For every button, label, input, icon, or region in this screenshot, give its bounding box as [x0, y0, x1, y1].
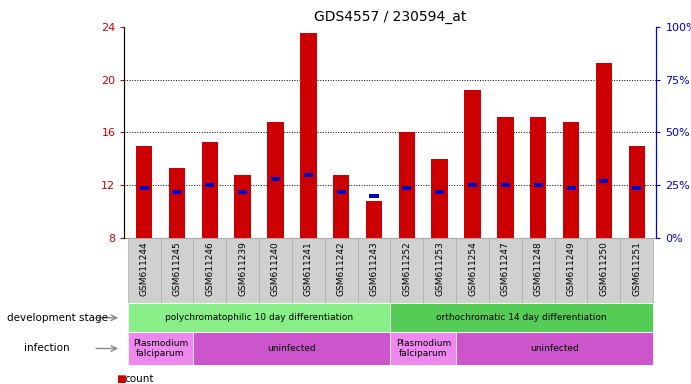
Bar [431, 159, 448, 238]
Bar [587, 238, 621, 303]
Bar [563, 122, 579, 238]
Text: GSM611240: GSM611240 [271, 242, 280, 296]
Bar [160, 238, 193, 303]
Text: development stage: development stage [7, 313, 108, 323]
Title: GDS4557 / 230594_at: GDS4557 / 230594_at [314, 10, 466, 25]
Bar [234, 175, 251, 238]
Bar [555, 238, 587, 303]
Bar [202, 142, 218, 238]
Bar [226, 238, 259, 303]
Bar [464, 90, 481, 238]
Bar [456, 238, 489, 303]
Bar [259, 238, 292, 303]
Bar [169, 168, 185, 238]
Bar [530, 117, 547, 238]
Bar [304, 173, 313, 177]
Bar [390, 238, 424, 303]
Text: GSM611253: GSM611253 [435, 242, 444, 296]
Bar [399, 132, 415, 238]
Text: GSM611249: GSM611249 [567, 242, 576, 296]
Bar [325, 238, 357, 303]
Bar [292, 238, 325, 303]
Text: count: count [124, 374, 154, 384]
Bar [128, 332, 193, 365]
Bar [337, 190, 346, 194]
Bar [271, 177, 280, 181]
Bar [468, 183, 477, 187]
Text: GSM611241: GSM611241 [304, 242, 313, 296]
Bar [596, 63, 612, 238]
Bar [567, 186, 576, 190]
Bar [522, 238, 555, 303]
Bar [140, 186, 149, 190]
Bar [497, 117, 513, 238]
Text: GSM611254: GSM611254 [468, 242, 477, 296]
Bar [621, 238, 653, 303]
Text: Plasmodium
falciparum: Plasmodium falciparum [133, 339, 188, 358]
Bar [501, 183, 510, 187]
Bar [193, 238, 226, 303]
Bar [267, 122, 284, 238]
Text: GSM611252: GSM611252 [402, 242, 411, 296]
Bar [205, 183, 214, 187]
Bar [173, 190, 182, 194]
Bar [424, 238, 456, 303]
Text: infection: infection [24, 343, 70, 354]
Text: Plasmodium
falciparum: Plasmodium falciparum [396, 339, 451, 358]
Bar [632, 186, 641, 190]
Bar [300, 33, 316, 238]
Text: polychromatophilic 10 day differentiation: polychromatophilic 10 day differentiatio… [165, 313, 353, 322]
Text: uninfected: uninfected [267, 344, 316, 353]
Text: GSM611242: GSM611242 [337, 242, 346, 296]
Bar [629, 146, 645, 238]
Bar [333, 175, 350, 238]
Bar [489, 238, 522, 303]
Bar [390, 303, 653, 332]
Bar [128, 238, 160, 303]
Text: GSM611246: GSM611246 [205, 242, 214, 296]
Text: GSM611244: GSM611244 [140, 242, 149, 296]
Text: GSM611239: GSM611239 [238, 242, 247, 296]
Bar [366, 201, 382, 238]
Text: GSM611247: GSM611247 [501, 242, 510, 296]
Bar [402, 186, 411, 190]
Text: ■: ■ [116, 374, 126, 384]
Text: GSM611243: GSM611243 [370, 242, 379, 296]
Text: orthochromatic 14 day differentiation: orthochromatic 14 day differentiation [437, 313, 607, 322]
Bar [435, 190, 444, 194]
Bar [193, 332, 390, 365]
Text: GSM611248: GSM611248 [533, 242, 542, 296]
Text: GSM611251: GSM611251 [632, 242, 641, 296]
Bar [238, 190, 247, 194]
Bar [533, 183, 542, 187]
Bar [357, 238, 390, 303]
Text: GSM611245: GSM611245 [173, 242, 182, 296]
Bar [128, 303, 390, 332]
Text: GSM611250: GSM611250 [599, 242, 608, 296]
Bar [599, 179, 608, 184]
Bar [370, 194, 379, 198]
Bar [136, 146, 152, 238]
Bar [456, 332, 653, 365]
Text: uninfected: uninfected [530, 344, 579, 353]
Bar [390, 332, 456, 365]
